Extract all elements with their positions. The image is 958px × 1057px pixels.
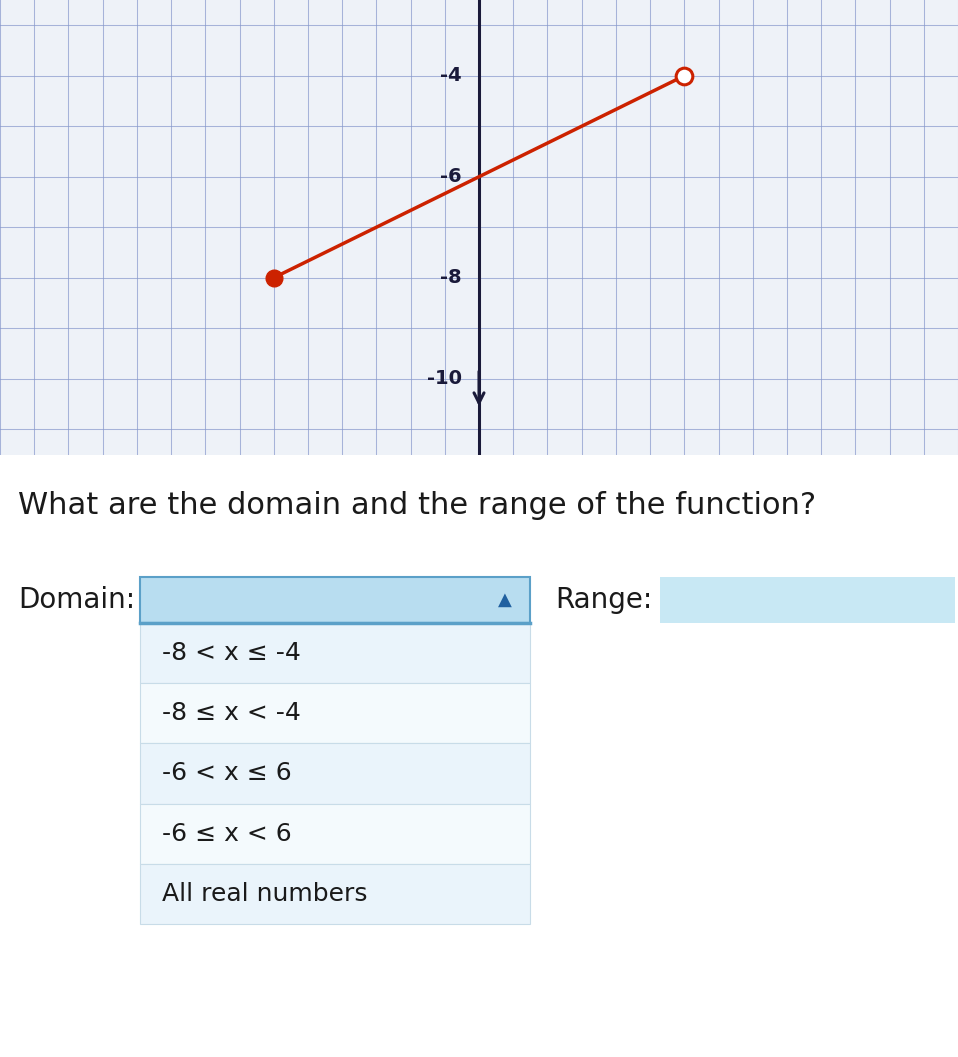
Text: All real numbers: All real numbers bbox=[162, 882, 368, 906]
Text: -8 < x ≤ -4: -8 < x ≤ -4 bbox=[162, 641, 301, 665]
Text: -8: -8 bbox=[441, 268, 462, 288]
Bar bbox=[140, 803, 530, 864]
Bar bbox=[660, 577, 955, 623]
Bar bbox=[140, 623, 530, 683]
Text: Range:: Range: bbox=[555, 586, 652, 614]
Text: -6 < x ≤ 6: -6 < x ≤ 6 bbox=[162, 761, 292, 785]
Text: -6 ≤ x < 6: -6 ≤ x < 6 bbox=[162, 821, 292, 846]
Text: ▲: ▲ bbox=[498, 591, 512, 609]
Bar bbox=[140, 743, 530, 803]
Text: -8 ≤ x < -4: -8 ≤ x < -4 bbox=[162, 701, 301, 725]
Text: -4: -4 bbox=[441, 67, 462, 86]
Bar bbox=[140, 864, 530, 924]
Bar bbox=[140, 683, 530, 743]
Text: What are the domain and the range of the function?: What are the domain and the range of the… bbox=[18, 490, 816, 520]
Text: -6: -6 bbox=[441, 167, 462, 186]
Text: -10: -10 bbox=[427, 369, 462, 388]
Bar bbox=[140, 577, 530, 623]
Text: Domain:: Domain: bbox=[18, 586, 135, 614]
